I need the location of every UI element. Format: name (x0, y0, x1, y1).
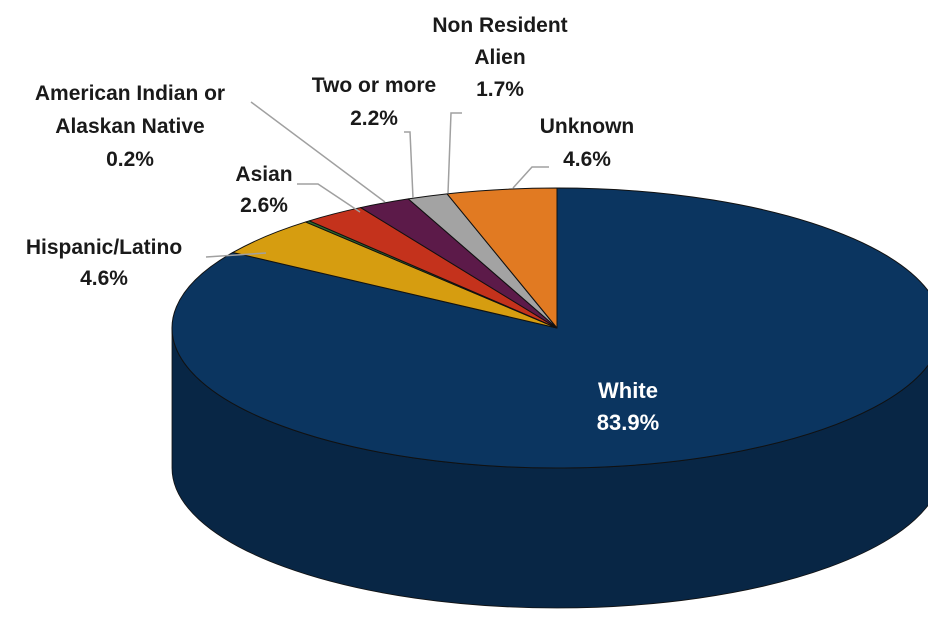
leader-lines (205, 101, 549, 258)
label-value-non-resident-alien: 1.7% (476, 78, 524, 101)
slice-unknown (446, 187, 558, 329)
label-value-white: 83.9% (597, 410, 659, 435)
leader-line-two-or-more (404, 131, 414, 199)
label-value-two-or-more: 2.2% (350, 107, 398, 130)
slice-white (171, 187, 928, 469)
label-name-non-resident-alien: Non Resident (432, 14, 567, 37)
label-value-hispanic-latino: 4.6% (80, 267, 128, 290)
label-two-or-more: Two or more 2.2% (312, 74, 436, 130)
label-name-asian: Asian (235, 163, 292, 186)
label-hispanic-latino: Hispanic/Latino 4.6% (26, 236, 182, 290)
label-name-american-indian-or-alaskan-native: Alaskan Native (55, 115, 204, 138)
label-name-non-resident-alien: Alien (474, 46, 525, 69)
label-american-indian-or-alaskan-native: American Indian or Alaskan Native 0.2% (35, 82, 225, 171)
leader-line-american-indian-or-alaskan-native (250, 101, 386, 203)
label-name-hispanic-latino: Hispanic/Latino (26, 236, 182, 259)
pie-top-faces (171, 187, 928, 469)
leader-line-hispanic-latino (205, 252, 267, 258)
label-non-resident-alien: Non Resident Alien 1.7% (432, 14, 567, 101)
label-value-american-indian-or-alaskan-native: 0.2% (106, 148, 154, 171)
leader-line-non-resident-alien (447, 112, 462, 194)
label-name-two-or-more: Two or more (312, 74, 436, 97)
leader-line-unknown (512, 166, 549, 189)
label-name-unknown: Unknown (540, 115, 635, 138)
leader-line-asian (297, 183, 361, 213)
label-name-american-indian-or-alaskan-native: American Indian or (35, 82, 225, 105)
slice-labels: White 83.9% Hispanic/Latino 4.6% American In… (26, 14, 659, 435)
label-white: White 83.9% (597, 378, 659, 435)
label-name-white: White (598, 378, 658, 403)
label-asian: Asian 2.6% (235, 163, 292, 217)
label-value-asian: 2.6% (240, 194, 288, 217)
label-unknown: Unknown 4.6% (540, 115, 635, 171)
label-value-unknown: 4.6% (563, 148, 611, 171)
